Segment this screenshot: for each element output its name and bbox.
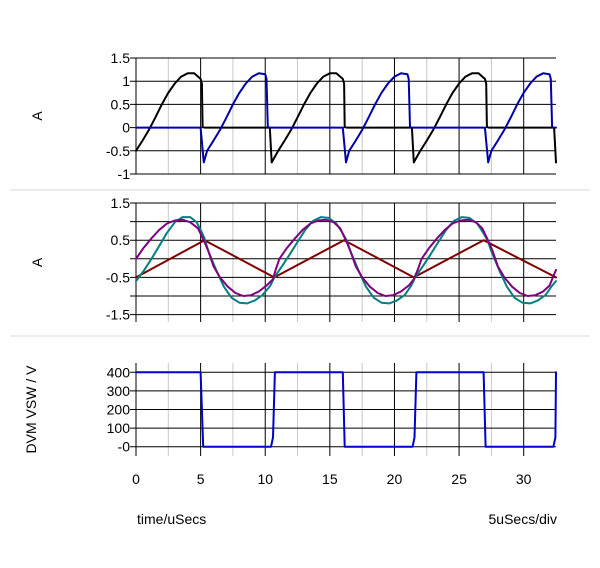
series-line-2 xyxy=(135,72,557,164)
y-tick-label: 1.5 xyxy=(111,195,131,211)
y-tick-label: 100 xyxy=(107,420,131,436)
y-tick-label: 0.5 xyxy=(111,232,131,248)
time-division-label: 5uSecs/div xyxy=(488,511,557,527)
x-tick-label: 5 xyxy=(197,471,205,487)
x-tick-label: 0 xyxy=(132,471,140,487)
y-tick-label: -0.5 xyxy=(106,143,130,159)
y-tick-label: -0 xyxy=(118,439,131,455)
x-tick-label: 30 xyxy=(516,471,532,487)
x-tick-label: 25 xyxy=(451,471,467,487)
y-tick-label: -1 xyxy=(118,166,131,182)
y-tick-label: -0.5 xyxy=(106,269,130,285)
y-tick-label: 400 xyxy=(107,364,131,380)
chart-panel-3: -0 100 200 300 400 0 5 10 15 20 25 30 DVM VSW / V xyxy=(23,363,557,487)
x-tick-label: 15 xyxy=(322,471,338,487)
chart-panel-2: -1.5 -0.5 0.5 1.5 A xyxy=(29,195,557,323)
series-line-3 xyxy=(135,218,557,297)
y-tick-label: 200 xyxy=(107,402,131,418)
y-tick-label: 0 xyxy=(122,120,130,136)
y-tick-label: 0.5 xyxy=(111,96,131,112)
y-tick-label: 1.5 xyxy=(111,50,131,66)
y-tick-label: 300 xyxy=(107,383,131,399)
x-tick-label: 20 xyxy=(387,471,403,487)
y-axis-label: A xyxy=(29,257,45,267)
series-line-1 xyxy=(135,72,557,164)
time-unit-label: time/uSecs xyxy=(137,511,207,527)
series-line-1 xyxy=(135,371,557,448)
y-tick-label: -1.5 xyxy=(106,307,130,323)
y-tick-label: 1 xyxy=(122,73,130,89)
y-axis-label: DVM VSW / V xyxy=(23,365,39,454)
chart-panel-1: -1 -0.5 0 0.5 1 1.5 A xyxy=(29,50,557,182)
x-tick-label: 10 xyxy=(257,471,273,487)
y-axis-label: A xyxy=(29,111,45,121)
